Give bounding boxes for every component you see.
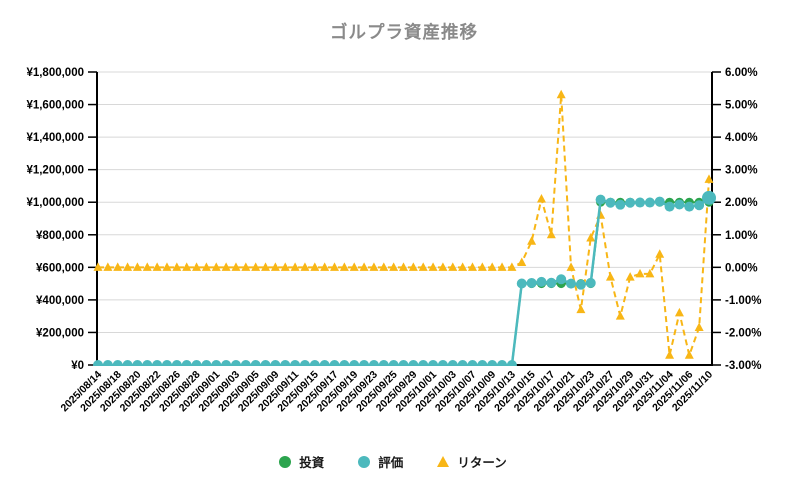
legend-item-evaluation[interactable]: 評価 [358,452,403,471]
svg-text:¥600,000: ¥600,000 [36,262,84,274]
svg-text:¥1,800,000: ¥1,800,000 [26,67,84,79]
chart-title: ゴルプラ資産推移 [330,22,478,42]
svg-text:¥200,000: ¥200,000 [36,327,84,339]
return-triangle-icon [437,456,450,467]
svg-text:5.00%: 5.00% [725,100,758,112]
svg-text:¥0: ¥0 [71,360,84,372]
right-axis-tick-labels: -3.00% -2.00% -1.00% 0.00% 1.00% 2.00% 3.00% 4.… [725,67,761,372]
svg-text:¥1,000,000: ¥1,000,000 [26,197,84,209]
legend-label-evaluation: 評価 [378,456,404,470]
axes [88,71,721,366]
legend-item-investment[interactable]: 投資 [279,452,324,471]
svg-text:-3.00%: -3.00% [725,360,761,372]
series-layer [93,89,716,366]
svg-text:-2.00%: -2.00% [725,327,761,339]
svg-text:-1.00%: -1.00% [725,295,761,307]
legend-label-return: リターン [457,456,507,470]
left-axis-tick-labels: ¥0 ¥200,000 ¥400,000 ¥600,000 ¥800,000 ¥1,000… [26,67,84,372]
svg-text:¥1,200,000: ¥1,200,000 [26,165,84,177]
svg-text:3.00%: 3.00% [725,165,758,177]
svg-text:1.00%: 1.00% [725,230,758,242]
svg-text:¥800,000: ¥800,000 [36,230,84,242]
legend: 投資 評価 リターン [0,452,786,471]
svg-text:2.00%: 2.00% [725,197,758,209]
x-axis-tick-labels: 2025/08/142025/08/182025/08/202025/08/22… [58,369,715,415]
gridlines [97,71,712,366]
svg-text:0.00%: 0.00% [725,262,758,274]
svg-text:6.00%: 6.00% [725,67,758,79]
legend-item-return[interactable]: リターン [437,452,507,471]
svg-text:¥400,000: ¥400,000 [36,295,84,307]
legend-label-investment: 投資 [299,456,325,470]
svg-text:4.00%: 4.00% [725,132,758,144]
svg-text:¥1,400,000: ¥1,400,000 [26,132,84,144]
evaluation-circle-icon [358,455,371,468]
svg-text:¥1,600,000: ¥1,600,000 [26,100,84,112]
investment-circle-icon [279,455,292,468]
